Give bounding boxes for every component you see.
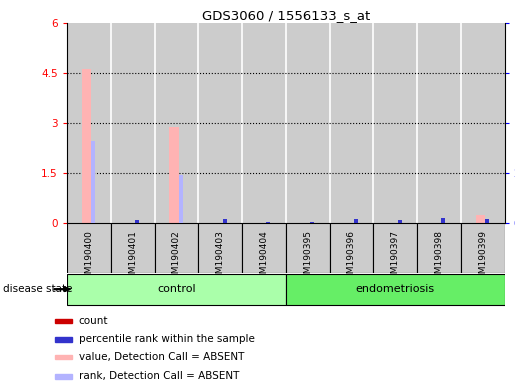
Bar: [111, 223, 154, 273]
Bar: [55, 355, 72, 359]
Bar: [82, 69, 92, 223]
Text: GSM190404: GSM190404: [260, 230, 268, 285]
Bar: [169, 127, 179, 223]
Bar: [286, 274, 505, 306]
Text: value, Detection Call = ABSENT: value, Detection Call = ABSENT: [79, 352, 244, 362]
Bar: [135, 220, 139, 223]
Bar: [154, 223, 198, 273]
Bar: [67, 223, 111, 273]
Text: GSM190396: GSM190396: [347, 230, 356, 285]
Text: percentile rank within the sample: percentile rank within the sample: [79, 334, 254, 344]
Bar: [198, 23, 242, 223]
Bar: [461, 23, 505, 223]
Bar: [242, 223, 286, 273]
Bar: [286, 223, 330, 273]
Bar: [111, 23, 154, 223]
Text: GSM190401: GSM190401: [128, 230, 137, 285]
Bar: [485, 219, 489, 223]
Bar: [373, 223, 417, 273]
Text: GSM190400: GSM190400: [84, 230, 93, 285]
Bar: [67, 274, 286, 306]
Bar: [179, 175, 183, 223]
Text: GSM190398: GSM190398: [435, 230, 443, 285]
Bar: [476, 215, 486, 223]
Bar: [441, 218, 445, 223]
Bar: [373, 23, 417, 223]
Title: GDS3060 / 1556133_s_at: GDS3060 / 1556133_s_at: [202, 9, 370, 22]
Bar: [461, 223, 505, 273]
Text: GSM190403: GSM190403: [216, 230, 225, 285]
Text: GSM190395: GSM190395: [303, 230, 312, 285]
Bar: [286, 23, 330, 223]
Bar: [330, 23, 373, 223]
Text: GSM190399: GSM190399: [478, 230, 487, 285]
Bar: [55, 319, 72, 323]
Bar: [330, 223, 373, 273]
Text: GSM190397: GSM190397: [391, 230, 400, 285]
Bar: [55, 337, 72, 342]
Bar: [417, 23, 461, 223]
Text: endometriosis: endometriosis: [356, 284, 435, 294]
Text: count: count: [79, 316, 108, 326]
Text: rank, Detection Call = ABSENT: rank, Detection Call = ABSENT: [79, 371, 239, 381]
Text: control: control: [157, 284, 196, 294]
Bar: [310, 222, 314, 223]
Text: GSM190402: GSM190402: [172, 230, 181, 285]
Bar: [55, 374, 72, 379]
Bar: [354, 219, 358, 223]
Bar: [67, 23, 111, 223]
Bar: [266, 222, 270, 223]
Bar: [91, 141, 95, 223]
Bar: [154, 23, 198, 223]
Bar: [417, 223, 461, 273]
Bar: [198, 223, 242, 273]
Bar: [242, 23, 286, 223]
Bar: [222, 219, 227, 223]
Text: disease state: disease state: [3, 284, 72, 294]
Bar: [398, 220, 402, 223]
